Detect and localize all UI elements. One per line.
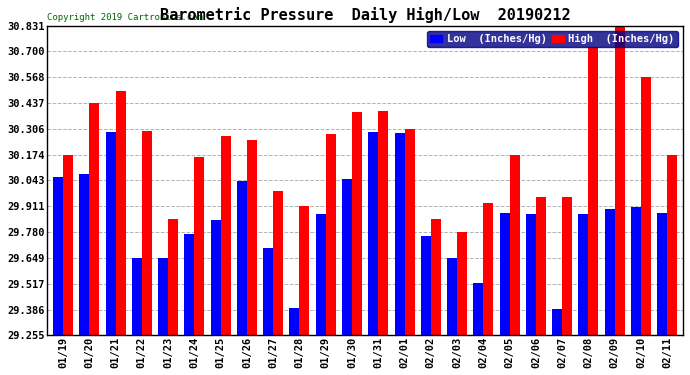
Bar <box>290 308 299 335</box>
Legend: Low  (Inches/Hg), High  (Inches/Hg): Low (Inches/Hg), High (Inches/Hg) <box>427 31 678 47</box>
Bar <box>237 181 247 335</box>
Bar <box>158 258 168 335</box>
Bar <box>658 213 667 335</box>
Bar <box>263 248 273 335</box>
Bar <box>378 111 388 335</box>
Bar <box>641 77 651 335</box>
Bar <box>615 26 624 335</box>
Bar <box>589 47 598 335</box>
Bar <box>247 140 257 335</box>
Bar <box>404 129 415 335</box>
Bar <box>526 214 536 335</box>
Title: Barometric Pressure  Daily High/Low  20190212: Barometric Pressure Daily High/Low 20190… <box>160 7 571 23</box>
Bar <box>342 179 352 335</box>
Bar <box>273 191 283 335</box>
Bar <box>431 219 441 335</box>
Bar <box>184 234 195 335</box>
Bar <box>63 154 73 335</box>
Bar <box>552 309 562 335</box>
Bar <box>316 214 326 335</box>
Bar <box>326 134 336 335</box>
Bar <box>578 214 589 335</box>
Bar <box>106 132 115 335</box>
Bar <box>210 220 221 335</box>
Bar <box>562 197 572 335</box>
Bar <box>484 203 493 335</box>
Bar <box>221 136 230 335</box>
Bar <box>421 236 431 335</box>
Bar <box>604 209 615 335</box>
Bar <box>368 132 378 335</box>
Bar <box>352 112 362 335</box>
Bar <box>447 258 457 335</box>
Bar <box>457 232 467 335</box>
Bar <box>473 283 484 335</box>
Bar <box>536 197 546 335</box>
Bar <box>500 213 510 335</box>
Bar <box>115 91 126 335</box>
Bar <box>79 174 89 335</box>
Bar <box>510 154 520 335</box>
Bar <box>631 207 641 335</box>
Text: Copyright 2019 Cartronics.com: Copyright 2019 Cartronics.com <box>47 13 203 22</box>
Bar <box>53 177 63 335</box>
Bar <box>395 133 404 335</box>
Bar <box>132 258 142 335</box>
Bar <box>142 131 152 335</box>
Bar <box>667 154 678 335</box>
Bar <box>89 104 99 335</box>
Bar <box>299 206 309 335</box>
Bar <box>168 219 178 335</box>
Bar <box>195 158 204 335</box>
